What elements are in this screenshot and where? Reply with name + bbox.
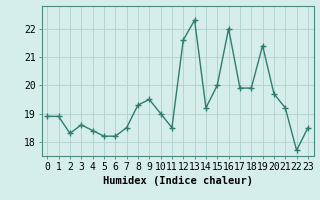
X-axis label: Humidex (Indice chaleur): Humidex (Indice chaleur) — [103, 176, 252, 186]
